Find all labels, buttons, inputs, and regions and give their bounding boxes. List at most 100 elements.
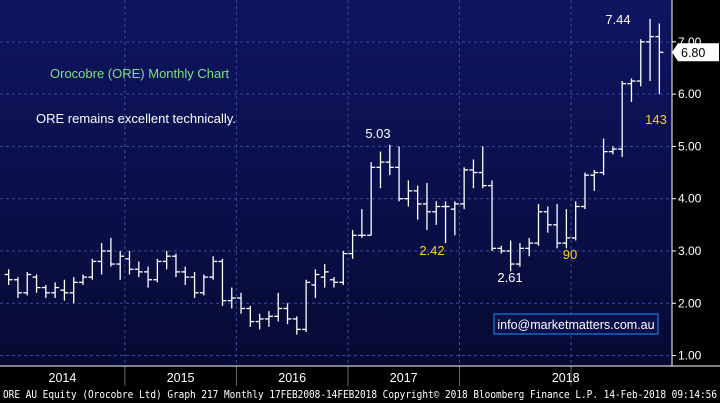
- ohlc-bar: [302, 279, 311, 333]
- ohlc-bar: [571, 201, 580, 241]
- ohlc-bar: [116, 250, 125, 280]
- x-axis: 2014 2015 2016 2017 2018: [0, 365, 720, 386]
- plot-background: [0, 0, 672, 366]
- ohlc-bar: [506, 240, 515, 272]
- ohlc-bar: [106, 237, 115, 267]
- annotation-label: 7.44: [605, 12, 630, 27]
- ohlc-bar: [553, 203, 562, 249]
- ohlc-bar: [367, 162, 376, 236]
- ohlc-bar: [97, 243, 106, 275]
- footer-text: ORE AU Equity (Orocobre Ltd) Graph 217 M…: [3, 390, 717, 401]
- last-price-label: 6.80: [681, 46, 705, 60]
- x-tick-label: 2016: [278, 371, 306, 385]
- ohlc-bar: [292, 316, 301, 335]
- ohlc-bar: [580, 172, 589, 210]
- annotation-label: 143: [645, 112, 667, 127]
- annotation-label: 2.61: [497, 270, 522, 285]
- ohlc-bar: [218, 258, 227, 306]
- ohlc-bar: [311, 269, 320, 299]
- ohlc-bar: [348, 230, 357, 259]
- ohlc-bar: [515, 243, 524, 267]
- ohlc-bar: [655, 23, 664, 95]
- ohlc-bar: [497, 245, 506, 254]
- ohlc-bar: [627, 78, 636, 102]
- ohlc-bar: [330, 277, 338, 288]
- ohlc-bar: [274, 292, 283, 322]
- ohlc-bar: [404, 180, 413, 207]
- ohlc-bar: [608, 146, 617, 155]
- ohlc-bar: [422, 183, 431, 231]
- ohlc-bar: [51, 282, 60, 299]
- ohlc-bar: [357, 209, 366, 238]
- last-price-tag: [672, 43, 719, 62]
- ohlc-bar: [255, 313, 264, 330]
- ohlc-bar: [339, 250, 348, 285]
- x-axis-background: [0, 366, 720, 403]
- ohlc-bar: [88, 258, 97, 280]
- y-tick-label: 6.00: [678, 87, 702, 101]
- chart-title: Orocobre (ORE) Monthly Chart: [50, 66, 230, 81]
- gridlines: [0, 0, 672, 366]
- ohlc-bar: [209, 256, 218, 280]
- ohlc-bar: [478, 146, 487, 189]
- ohlc-bar: [23, 271, 32, 296]
- ohlc-bar: [376, 151, 385, 189]
- ohlc-bar: [144, 266, 153, 288]
- ohlc-bar: [450, 201, 459, 236]
- ohlc-bar: [246, 305, 255, 327]
- chart-subtitle: ORE remains excellent technically.: [36, 111, 236, 126]
- ohlc-bar: [590, 169, 599, 191]
- ohlc-bar: [41, 284, 50, 299]
- ohlc-bar: [162, 250, 171, 270]
- ohlc-bar: [432, 201, 441, 225]
- ohlc-bar: [283, 303, 292, 325]
- y-tick-label: 1.00: [678, 349, 702, 363]
- ohlc-bar: [125, 250, 134, 275]
- annotation-label: 2.42: [419, 243, 444, 258]
- ohlc-bar: [153, 258, 162, 283]
- ohlc-bar: [4, 269, 13, 285]
- ohlc-bar: [264, 311, 273, 327]
- annotations: 7.44 5.03 2.42 2.61 90 143: [365, 12, 667, 285]
- ohlc-bar: [190, 271, 199, 299]
- ohlc-bar: [395, 146, 404, 202]
- x-tick-label: 2015: [167, 371, 195, 385]
- ohlc-bar: [562, 209, 571, 249]
- ohlc-bar: [646, 18, 655, 82]
- ohlc-bar: [488, 180, 497, 251]
- ohlc-bar: [237, 292, 246, 314]
- ohlc-bar: [227, 287, 236, 309]
- y-tick-label: 3.00: [678, 244, 702, 258]
- ohlc-bar: [181, 266, 190, 285]
- ohlc-bar: [60, 279, 69, 301]
- x-tick-label: 2017: [390, 371, 418, 385]
- y-axis: 1.002.003.004.005.006.007.006.80: [671, 0, 719, 366]
- ohlc-bar: [171, 253, 180, 278]
- ohlc-bar: [69, 277, 78, 304]
- ohlc-bar: [32, 274, 41, 293]
- ohlc-bar: [618, 81, 627, 157]
- ohlc-bar: [385, 144, 394, 176]
- ohlc-bar: [543, 206, 552, 233]
- x-tick-label: 2018: [552, 371, 580, 385]
- y-tick-label: 2.00: [678, 296, 702, 310]
- ohlc-bar: [441, 201, 450, 244]
- ohlc-bar: [460, 167, 469, 210]
- ohlc-bar: [534, 203, 543, 246]
- watermark-text: info@marketmatters.com.au: [497, 318, 654, 332]
- annotation-label: 90: [563, 247, 577, 262]
- ohlc-bar: [199, 274, 208, 296]
- ohlc-bar: [13, 277, 22, 299]
- ohlc-bar: [636, 39, 645, 87]
- ohlc-bar: [79, 274, 88, 285]
- y-tick-label: 5.00: [678, 139, 702, 153]
- ohlc-bar: [320, 264, 329, 288]
- ohlc-bar: [134, 261, 143, 278]
- annotation-label: 5.03: [365, 126, 390, 141]
- ohlc-bar: [413, 185, 422, 220]
- ohlc-bar: [599, 138, 608, 176]
- ohlc-bar: [525, 237, 534, 257]
- y-tick-label: 4.00: [678, 192, 702, 206]
